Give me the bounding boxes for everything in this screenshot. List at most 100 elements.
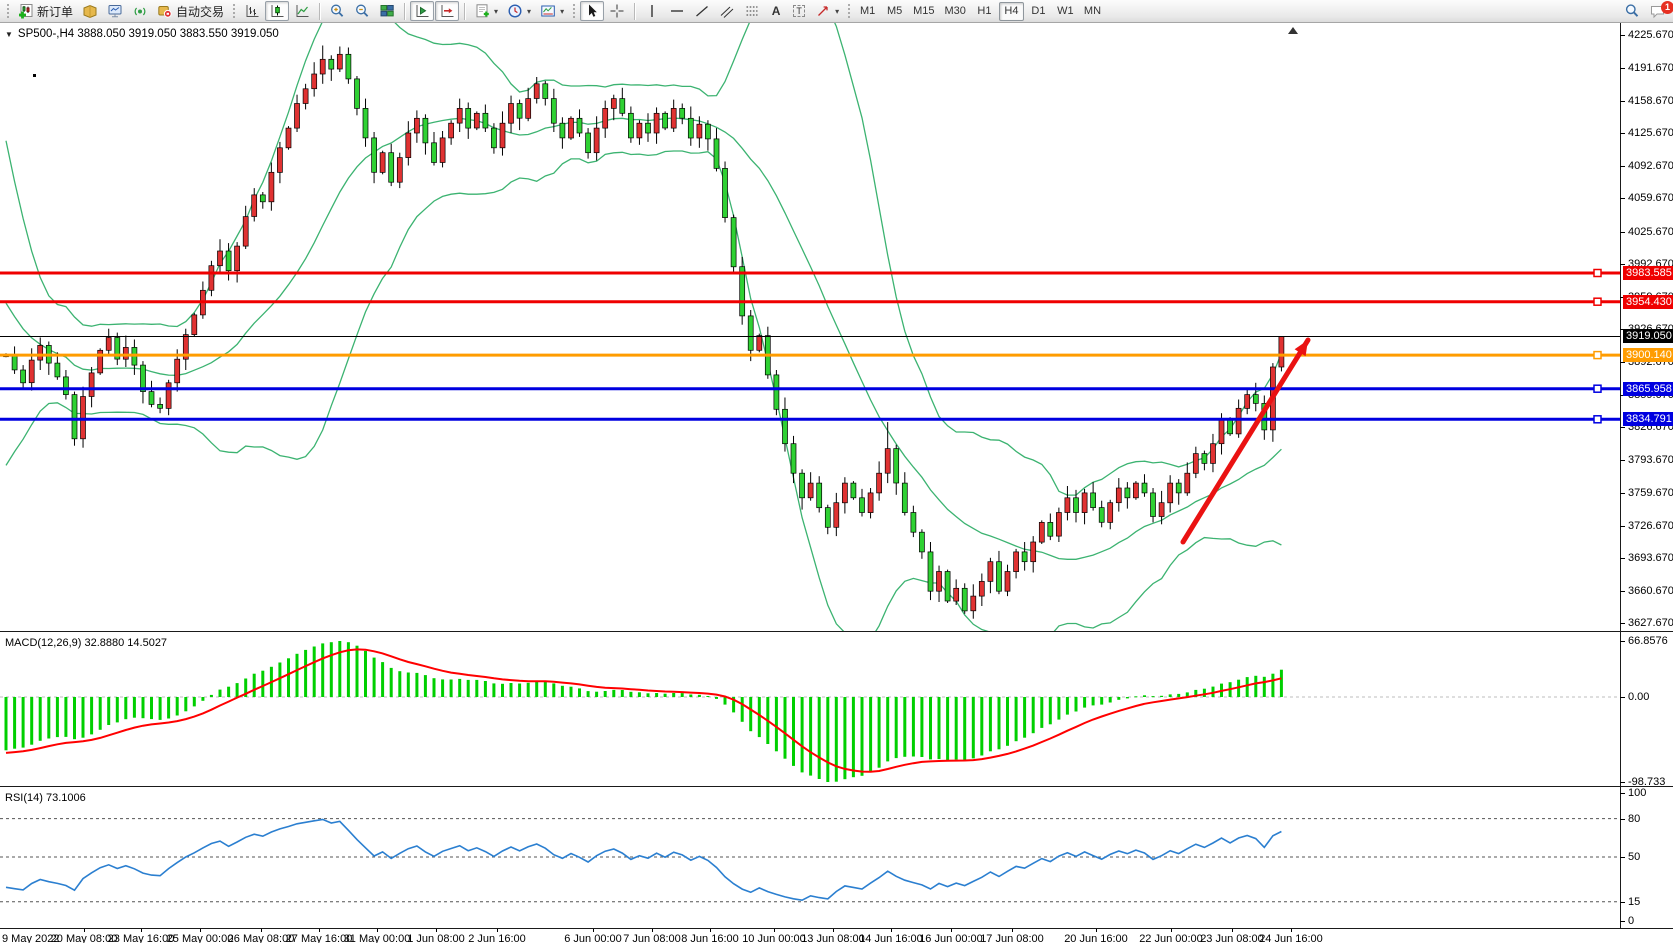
timeframe-button-d1[interactable]: D1 <box>1026 2 1051 21</box>
panel-splitter[interactable] <box>0 928 1673 929</box>
toolbar-grip[interactable] <box>847 3 852 19</box>
bar-chart-button[interactable] <box>240 1 264 21</box>
timeframe-button-h1[interactable]: H1 <box>972 2 997 21</box>
time-axis-tick <box>1291 929 1292 932</box>
macd-panel-canvas[interactable] <box>0 636 1620 786</box>
panel-splitter[interactable] <box>0 631 1673 632</box>
price-axis-label: 3726.670 <box>1628 519 1673 532</box>
toolbar-separator <box>464 2 466 20</box>
text-tool-glyph: A <box>771 4 781 18</box>
timeframe-button-m15[interactable]: M15 <box>909 2 938 21</box>
equidistant-channel-button[interactable] <box>715 1 739 21</box>
time-axis-label: 27 May 16:00 <box>285 933 353 943</box>
time-axis-tick <box>833 929 834 932</box>
fibonacci-icon <box>746 6 758 16</box>
time-axis-label: 24 Jun 16:00 <box>1259 933 1323 943</box>
chat-button[interactable]: 1 <box>1645 1 1673 21</box>
time-axis-label: 23 May 16:00 <box>107 933 175 943</box>
toolbar-grip[interactable] <box>6 3 10 19</box>
zoom-out-button[interactable] <box>350 1 374 21</box>
terminal-button[interactable] <box>103 1 127 21</box>
chart-expander-icon[interactable]: ▼ <box>5 29 13 39</box>
indicators-dropdown-caret[interactable]: ▾ <box>494 6 499 16</box>
timeframe-button-w1[interactable]: W1 <box>1053 2 1078 21</box>
toolbar-separator <box>634 2 636 20</box>
cursor-button[interactable] <box>580 1 605 21</box>
zoom-in-button[interactable] <box>325 1 349 21</box>
price-axis-label: 4191.670 <box>1628 62 1673 75</box>
macd-axis-label: -98.733 <box>1628 776 1666 788</box>
time-axis-tick <box>261 929 262 932</box>
price-axis-tick <box>1620 362 1625 364</box>
tile-windows-button[interactable] <box>375 1 399 21</box>
templates-dropdown-caret[interactable]: ▾ <box>560 6 565 16</box>
trendline-icon <box>696 6 709 17</box>
line-chart-button[interactable] <box>290 1 314 21</box>
tile-windows-icon <box>380 5 394 17</box>
profiles-button[interactable] <box>78 1 102 21</box>
timeframe-button-m5[interactable]: M5 <box>882 2 907 21</box>
time-axis-label: 25 May 00:00 <box>166 933 234 943</box>
price-axis-tick <box>1620 296 1625 298</box>
signal-button[interactable] <box>128 1 152 21</box>
main-chart-canvas[interactable] <box>0 23 1620 631</box>
hline-price-badge: 3834.791 <box>1623 412 1673 427</box>
crosshair-button[interactable] <box>605 1 629 21</box>
panel-splitter[interactable] <box>0 786 1673 787</box>
text-label-button[interactable]: T <box>788 1 810 21</box>
price-axis-tick <box>1620 623 1625 624</box>
time-axis-tick <box>951 929 952 932</box>
time-axis-label: 20 Jun 16:00 <box>1064 933 1128 943</box>
timeframe-button-m1[interactable]: M1 <box>855 2 880 21</box>
candlestick-icon <box>271 5 284 17</box>
rsi-axis-label: 80 <box>1628 812 1641 825</box>
arrows-icon <box>818 6 828 16</box>
search-button[interactable] <box>1620 1 1644 21</box>
rsi-axis-label: 15 <box>1628 895 1641 908</box>
new-order-button[interactable]: 新订单 <box>14 1 77 21</box>
time-axis-label: 13 Jun 08:00 <box>801 933 865 943</box>
auto-trading-button[interactable]: 自动交易 <box>153 1 228 21</box>
time-axis-tick <box>652 929 653 932</box>
signal-icon <box>134 7 146 16</box>
macd-axis-tick <box>1620 782 1625 783</box>
price-axis-label: 4025.670 <box>1628 225 1673 238</box>
timeframe-button-m30[interactable]: M30 <box>941 2 970 21</box>
price-axis-tick <box>1620 264 1625 266</box>
notification-badge[interactable]: 1 <box>1661 1 1673 14</box>
price-axis-tick <box>1620 133 1625 135</box>
auto-scroll-button[interactable] <box>410 1 435 21</box>
templates-button[interactable]: ▾ <box>536 1 568 21</box>
fibonacci-button[interactable] <box>740 1 764 21</box>
periods-clock-icon <box>508 4 522 18</box>
horizontal-line-button[interactable] <box>665 1 689 21</box>
time-axis-label: 2 Jun 16:00 <box>468 933 526 943</box>
macd-axis-tick <box>1620 697 1625 698</box>
toolbar-grip[interactable] <box>232 3 237 19</box>
price-axis-tick <box>1620 165 1625 167</box>
arrows-dropdown-caret[interactable]: ▾ <box>835 6 840 16</box>
rsi-axis-label: 100 <box>1628 787 1647 799</box>
indicators-button[interactable]: ▾ <box>470 1 502 21</box>
time-axis-tick <box>593 929 594 932</box>
toolbar-separator <box>404 2 406 20</box>
timeframe-button-mn[interactable]: MN <box>1080 2 1105 21</box>
text-button[interactable]: A <box>765 1 787 21</box>
periods-dropdown-caret[interactable]: ▾ <box>527 6 532 16</box>
candlestick-button[interactable] <box>265 1 290 21</box>
time-axis-tick <box>497 929 498 932</box>
periods-button[interactable]: ▾ <box>503 1 535 21</box>
hline-price-badge: 3954.430 <box>1623 294 1673 309</box>
rsi-panel-canvas[interactable] <box>0 791 1620 928</box>
price-axis-label: 4059.670 <box>1628 192 1673 205</box>
trendline-button[interactable] <box>690 1 714 21</box>
chart-shift-button[interactable] <box>435 1 460 21</box>
arrows-button[interactable]: ▾ <box>811 1 843 21</box>
zoom-in-icon <box>331 4 344 17</box>
time-axis-label: 23 Jun 08:00 <box>1200 933 1264 943</box>
toolbar-grip[interactable] <box>572 3 577 19</box>
vertical-line-button[interactable] <box>640 1 664 21</box>
object-anchor-dot[interactable] <box>33 74 36 77</box>
timeframe-button-h4[interactable]: H4 <box>998 1 1024 21</box>
